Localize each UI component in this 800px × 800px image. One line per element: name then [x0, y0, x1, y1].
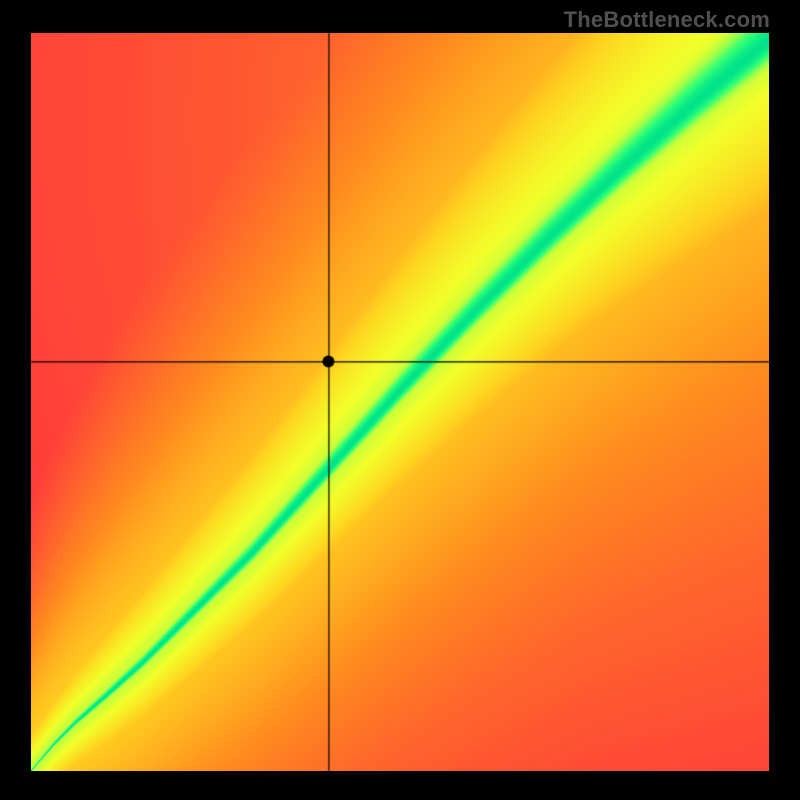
watermark-text: TheBottleneck.com: [564, 7, 770, 33]
overlay-canvas: [0, 0, 800, 800]
chart-container: TheBottleneck.com: [0, 0, 800, 800]
